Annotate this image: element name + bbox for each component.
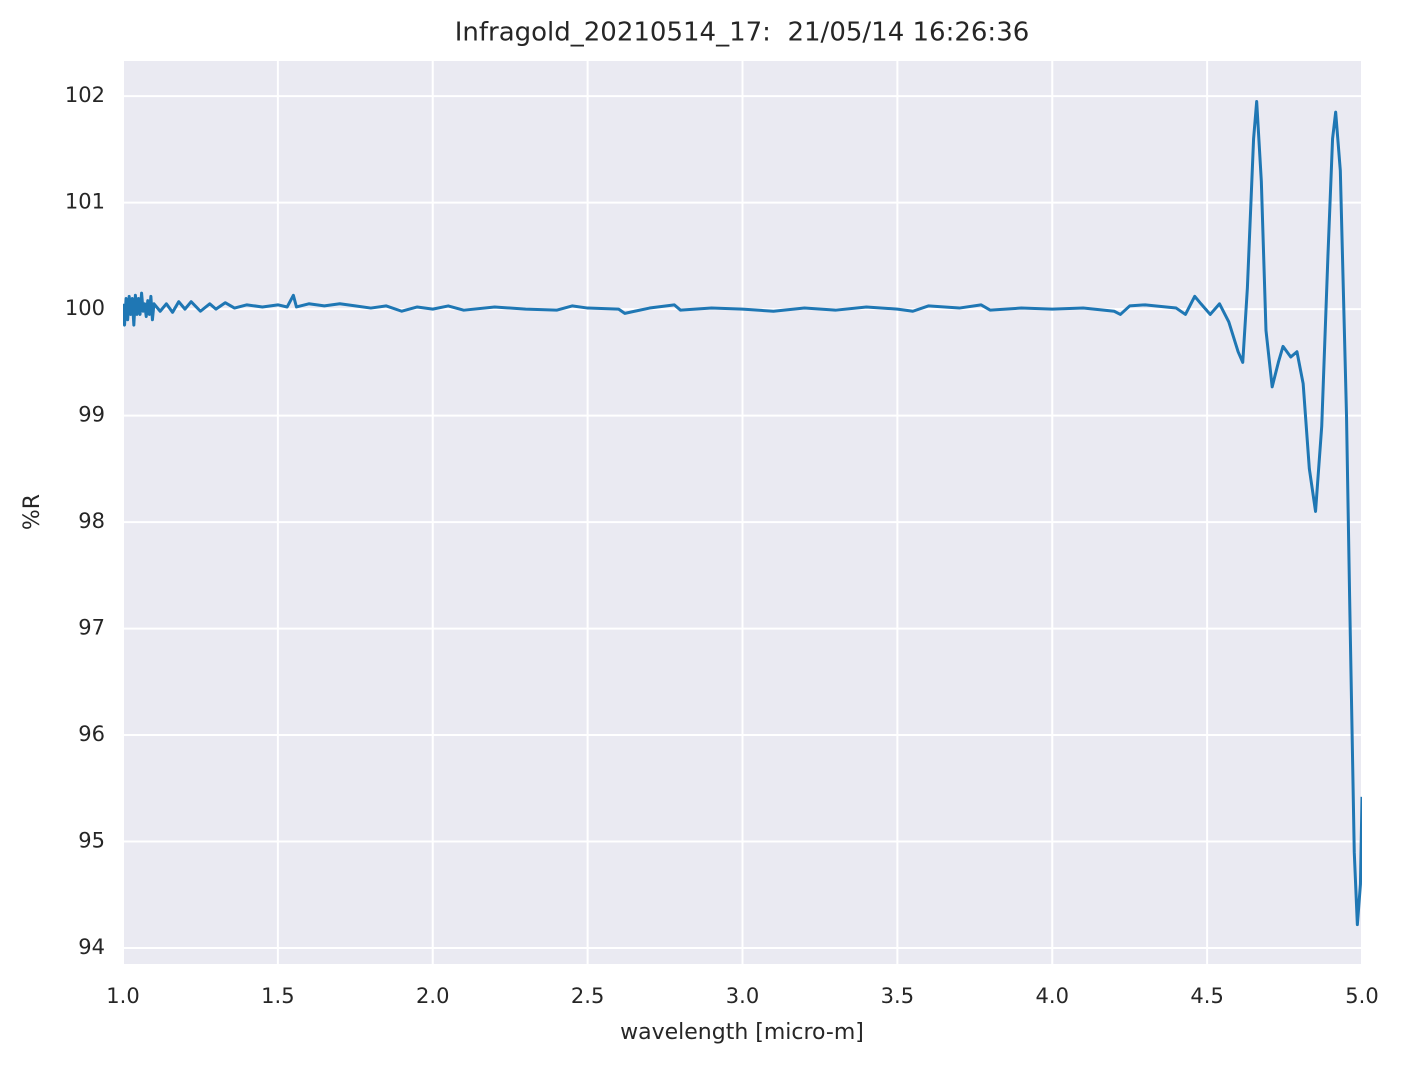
y-tick-label: 96 [78,722,105,746]
line-series [123,99,1362,927]
y-tick-label: 95 [78,829,105,853]
y-axis-label: %R [20,494,45,530]
x-tick-label: 3.0 [726,984,759,1008]
chart-title: Infragold_20210514_17: 21/05/14 16:26:36 [455,18,1030,48]
y-tick-label: 100 [65,296,105,320]
y-tick-label: 99 [78,403,105,427]
x-tick-label: 1.5 [261,984,294,1008]
y-tick-label: 98 [78,509,105,533]
x-tick-label: 3.5 [881,984,914,1008]
y-tick-label: 97 [78,616,105,640]
x-tick-label: 4.5 [1190,984,1223,1008]
y-tick-label: 101 [65,190,105,214]
x-tick-label: 1.0 [106,984,139,1008]
x-tick-label: 2.0 [416,984,449,1008]
x-tick-label: 4.0 [1036,984,1069,1008]
x-tick-label: 2.5 [571,984,604,1008]
x-axis-label: wavelength [micro-m] [620,1020,864,1045]
y-tick-label: 94 [78,935,105,959]
y-tick-label: 102 [65,83,105,107]
x-tick-label: 5.0 [1345,984,1378,1008]
